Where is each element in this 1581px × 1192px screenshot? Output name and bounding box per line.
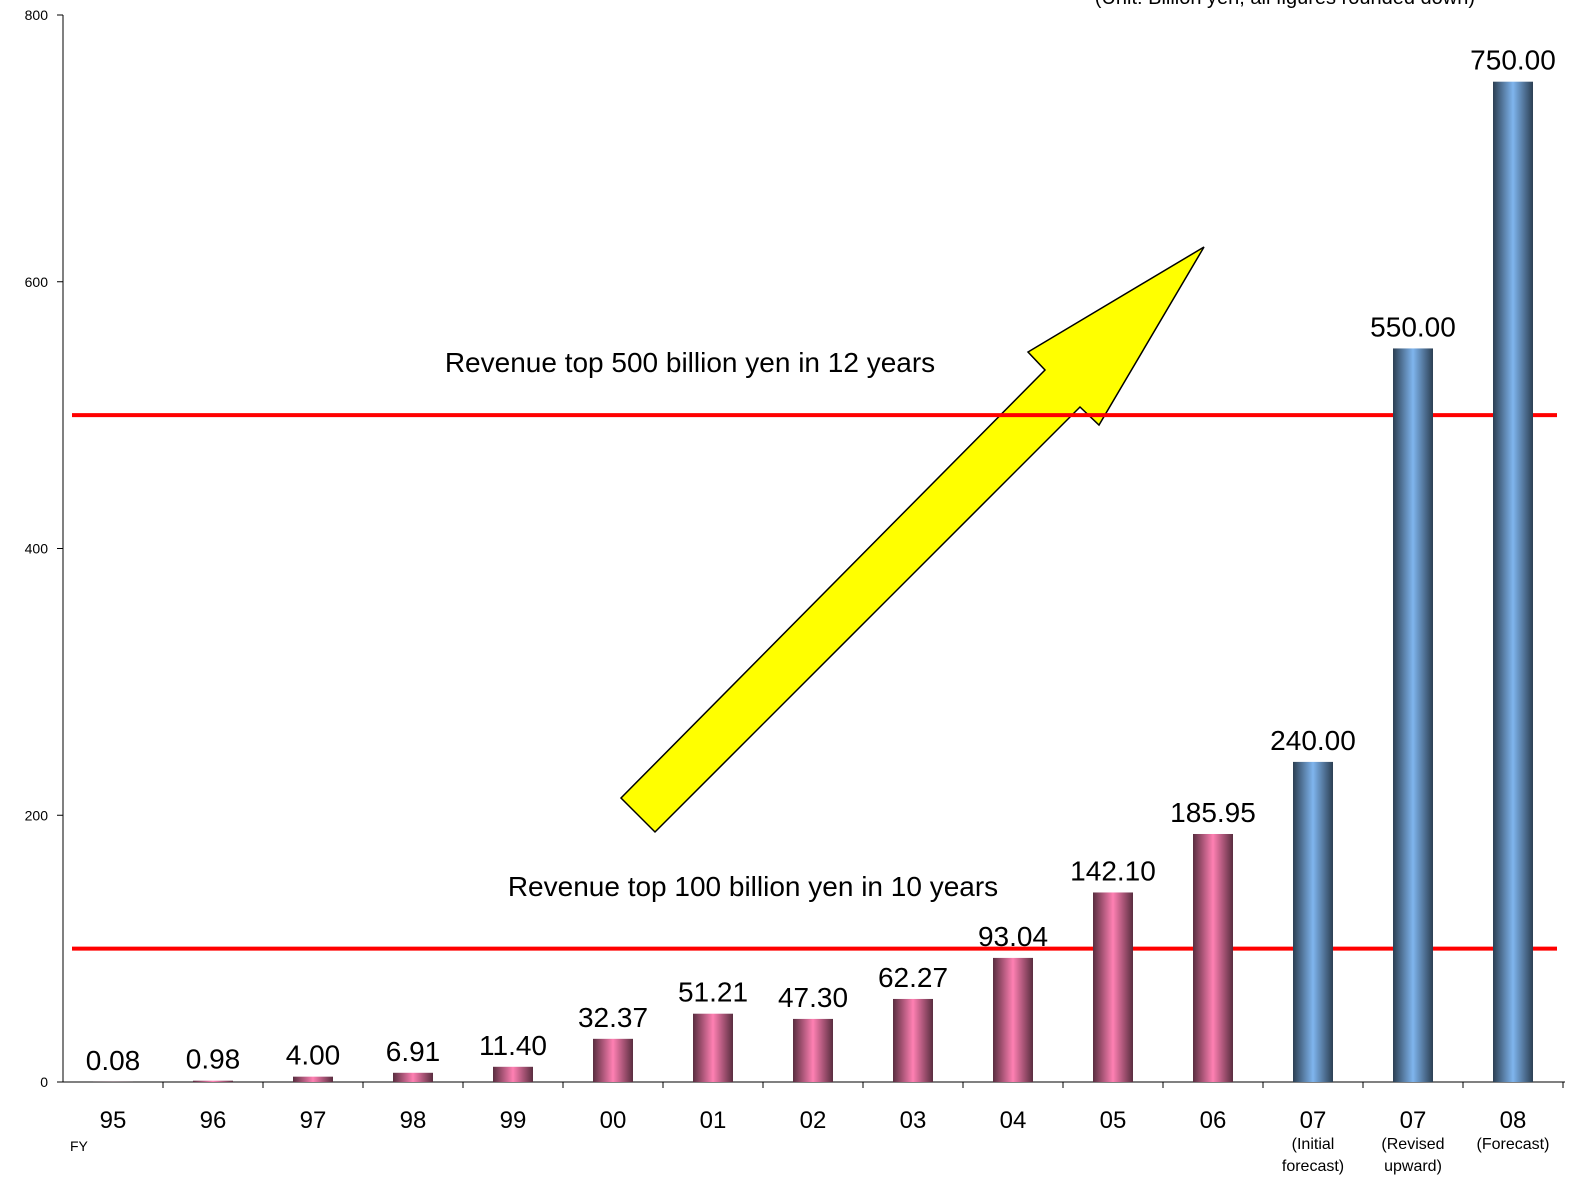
reference-label: Revenue top 500 billion yen in 12 years <box>445 347 935 378</box>
value-label: 750.00 <box>1470 45 1556 76</box>
bar <box>393 1073 433 1082</box>
x-tick-label: 06 <box>1200 1107 1227 1134</box>
x-tick-note: (Forecast) <box>1477 1136 1550 1153</box>
y-tick-label: 0 <box>40 1074 48 1090</box>
value-label: 32.37 <box>578 1002 648 1033</box>
value-label: 0.08 <box>86 1045 141 1076</box>
x-tick-label: 08 <box>1500 1107 1527 1134</box>
bar <box>1293 762 1333 1082</box>
bar <box>193 1081 233 1082</box>
value-label: 4.00 <box>286 1040 341 1071</box>
bar <box>1193 834 1233 1082</box>
value-label: 51.21 <box>678 977 748 1008</box>
growth-arrow <box>621 247 1204 832</box>
x-tick-label: 00 <box>600 1107 627 1134</box>
x-tick-label: 98 <box>400 1107 427 1134</box>
bar <box>593 1039 633 1082</box>
x-tick-label: 01 <box>700 1107 727 1134</box>
value-label: 6.91 <box>386 1036 441 1067</box>
x-tick-label: 02 <box>800 1107 827 1134</box>
value-label: 0.98 <box>186 1044 241 1075</box>
x-tick-note: upward) <box>1384 1158 1442 1175</box>
x-tick-label: 04 <box>1000 1107 1027 1134</box>
x-tick-label: 07 <box>1300 1107 1327 1134</box>
x-tick-note: forecast) <box>1282 1158 1344 1175</box>
bar <box>693 1014 733 1082</box>
value-label: 93.04 <box>978 921 1048 952</box>
reference-label: Revenue top 100 billion yen in 10 years <box>508 871 998 902</box>
value-label: 550.00 <box>1370 311 1456 342</box>
x-tick-note: (Initial <box>1292 1136 1335 1153</box>
fy-label: FY <box>70 1138 89 1154</box>
value-label: 142.10 <box>1070 855 1156 886</box>
value-label: 240.00 <box>1270 725 1356 756</box>
x-tick-note: (Revised <box>1381 1136 1444 1153</box>
bar <box>1393 348 1433 1082</box>
x-tick-label: 05 <box>1100 1107 1127 1134</box>
bar <box>893 999 933 1082</box>
bar <box>793 1019 833 1082</box>
x-tick-label: 99 <box>500 1107 527 1134</box>
x-tick-label: 97 <box>300 1107 327 1134</box>
y-tick-label: 200 <box>25 807 49 823</box>
x-tick-label: 96 <box>200 1107 227 1134</box>
y-tick-label: 800 <box>25 7 49 23</box>
bar <box>993 958 1033 1082</box>
bar <box>493 1067 533 1082</box>
bar <box>1093 892 1133 1082</box>
value-label: 62.27 <box>878 962 948 993</box>
x-tick-label: 95 <box>100 1107 127 1134</box>
value-label: 47.30 <box>778 982 848 1013</box>
value-label: 11.40 <box>479 1030 547 1061</box>
bar <box>293 1077 333 1082</box>
y-tick-label: 400 <box>25 541 49 557</box>
bar <box>1493 82 1533 1082</box>
x-tick-label: 07 <box>1400 1107 1427 1134</box>
unit-note: (Unit: Billion yen, all figures rounded … <box>1095 0 1475 9</box>
x-tick-label: 03 <box>900 1107 927 1134</box>
value-label: 185.95 <box>1170 797 1256 828</box>
y-tick-label: 600 <box>25 274 49 290</box>
